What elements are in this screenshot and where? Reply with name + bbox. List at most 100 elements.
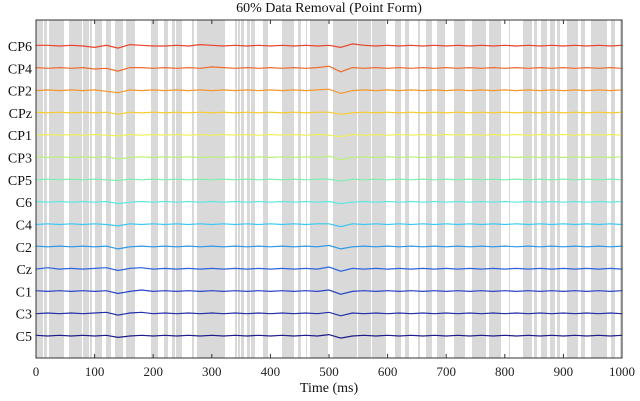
x-axis-label: Time (ms): [300, 381, 359, 396]
removed-band: [380, 20, 382, 358]
channel-labels: CP6 CP4 CP2 CPz CP1 CP3 CP5 C6 C4 C2 Cz C1 C3 C5: [8, 40, 32, 345]
removed-band: [407, 20, 409, 358]
removed-band: [106, 20, 107, 358]
removed-band: [620, 20, 622, 358]
removal-shading: [36, 20, 622, 358]
removed-band: [500, 20, 501, 358]
removed-band: [181, 20, 182, 358]
removed-band: [310, 20, 314, 358]
removed-band: [462, 20, 464, 358]
series-line-cp4: [35, 65, 623, 73]
series-line-c2: [35, 244, 623, 250]
removed-band: [478, 20, 481, 358]
removed-band: [197, 20, 202, 358]
channel-label-c4: C4: [16, 218, 32, 233]
removed-band: [481, 20, 483, 358]
removed-band: [475, 20, 478, 358]
removed-band: [581, 20, 582, 358]
removed-band: [60, 20, 63, 358]
removed-band: [192, 20, 193, 358]
removed-band: [496, 20, 500, 358]
removed-band: [464, 20, 465, 358]
removed-band: [36, 20, 39, 358]
removed-band: [44, 20, 47, 358]
removed-band: [215, 20, 219, 358]
x-tick-label: 300: [202, 364, 222, 379]
removed-band: [341, 20, 343, 358]
removed-band: [523, 20, 524, 358]
x-tick-label: 500: [319, 364, 339, 379]
series-line-c1: [35, 289, 623, 295]
removed-band: [69, 20, 70, 358]
plot-area: [35, 19, 623, 359]
series-line-cp5: [35, 178, 623, 182]
channel-label-c3: C3: [16, 308, 32, 323]
channel-label-cp2: CP2: [8, 85, 32, 100]
removed-band: [115, 20, 120, 358]
removed-band: [355, 20, 357, 358]
removed-band: [493, 20, 496, 358]
removed-band: [591, 20, 592, 358]
removed-band: [528, 20, 532, 358]
removed-band: [352, 20, 355, 358]
removed-band: [437, 20, 440, 358]
removed-band: [554, 20, 555, 358]
removed-band: [509, 20, 510, 358]
series-line-c5: [35, 333, 623, 339]
removed-band: [541, 20, 542, 358]
channel-label-cp5: CP5: [8, 174, 32, 189]
removed-band: [599, 20, 603, 358]
removed-band: [214, 20, 215, 358]
removed-band: [489, 20, 492, 358]
removed-band: [193, 20, 194, 358]
removed-band: [235, 20, 237, 358]
series-lines: [35, 43, 623, 339]
channel-label-cp1: CP1: [8, 129, 32, 144]
removed-band: [314, 20, 318, 358]
removed-band: [343, 20, 348, 358]
removed-band: [78, 20, 82, 358]
channel-label-c2: C2: [16, 241, 32, 256]
removed-band: [552, 20, 553, 358]
removed-band: [239, 20, 240, 358]
x-tick-label: 900: [554, 364, 574, 379]
removed-band: [207, 20, 208, 358]
removed-band: [454, 20, 457, 358]
removed-band: [582, 20, 585, 358]
removed-band: [544, 20, 547, 358]
removed-band: [205, 20, 207, 358]
removed-band: [172, 20, 175, 358]
removed-band: [107, 20, 110, 358]
removed-band: [611, 20, 615, 358]
removed-band: [63, 20, 64, 358]
removed-band: [165, 20, 168, 358]
removed-band: [129, 20, 131, 358]
removed-band: [542, 20, 543, 358]
removed-band: [219, 20, 222, 358]
removed-band: [333, 20, 336, 358]
removed-band: [126, 20, 129, 358]
chart-title: 60% Data Removal (Point Form): [236, 1, 422, 16]
series-line-cp3: [35, 155, 623, 161]
removed-band: [53, 20, 56, 358]
removed-band: [151, 20, 154, 358]
series-line-cp6: [36, 43, 623, 49]
removed-band: [290, 20, 294, 358]
channel-label-c1: C1: [16, 285, 32, 300]
removed-band: [208, 20, 210, 358]
removed-band: [251, 20, 255, 358]
removed-band: [156, 20, 158, 358]
removed-band: [247, 20, 250, 358]
removed-band: [483, 20, 486, 358]
x-tick-label: 400: [261, 364, 281, 379]
removed-band: [263, 20, 268, 358]
removed-band: [457, 20, 462, 358]
removed-band: [567, 20, 570, 358]
series-line-cp1: [35, 133, 623, 138]
removed-band: [306, 20, 307, 358]
removed-band: [222, 20, 225, 358]
channel-label-c6: C6: [16, 196, 32, 211]
removed-band: [70, 20, 75, 358]
removed-band: [431, 20, 432, 358]
